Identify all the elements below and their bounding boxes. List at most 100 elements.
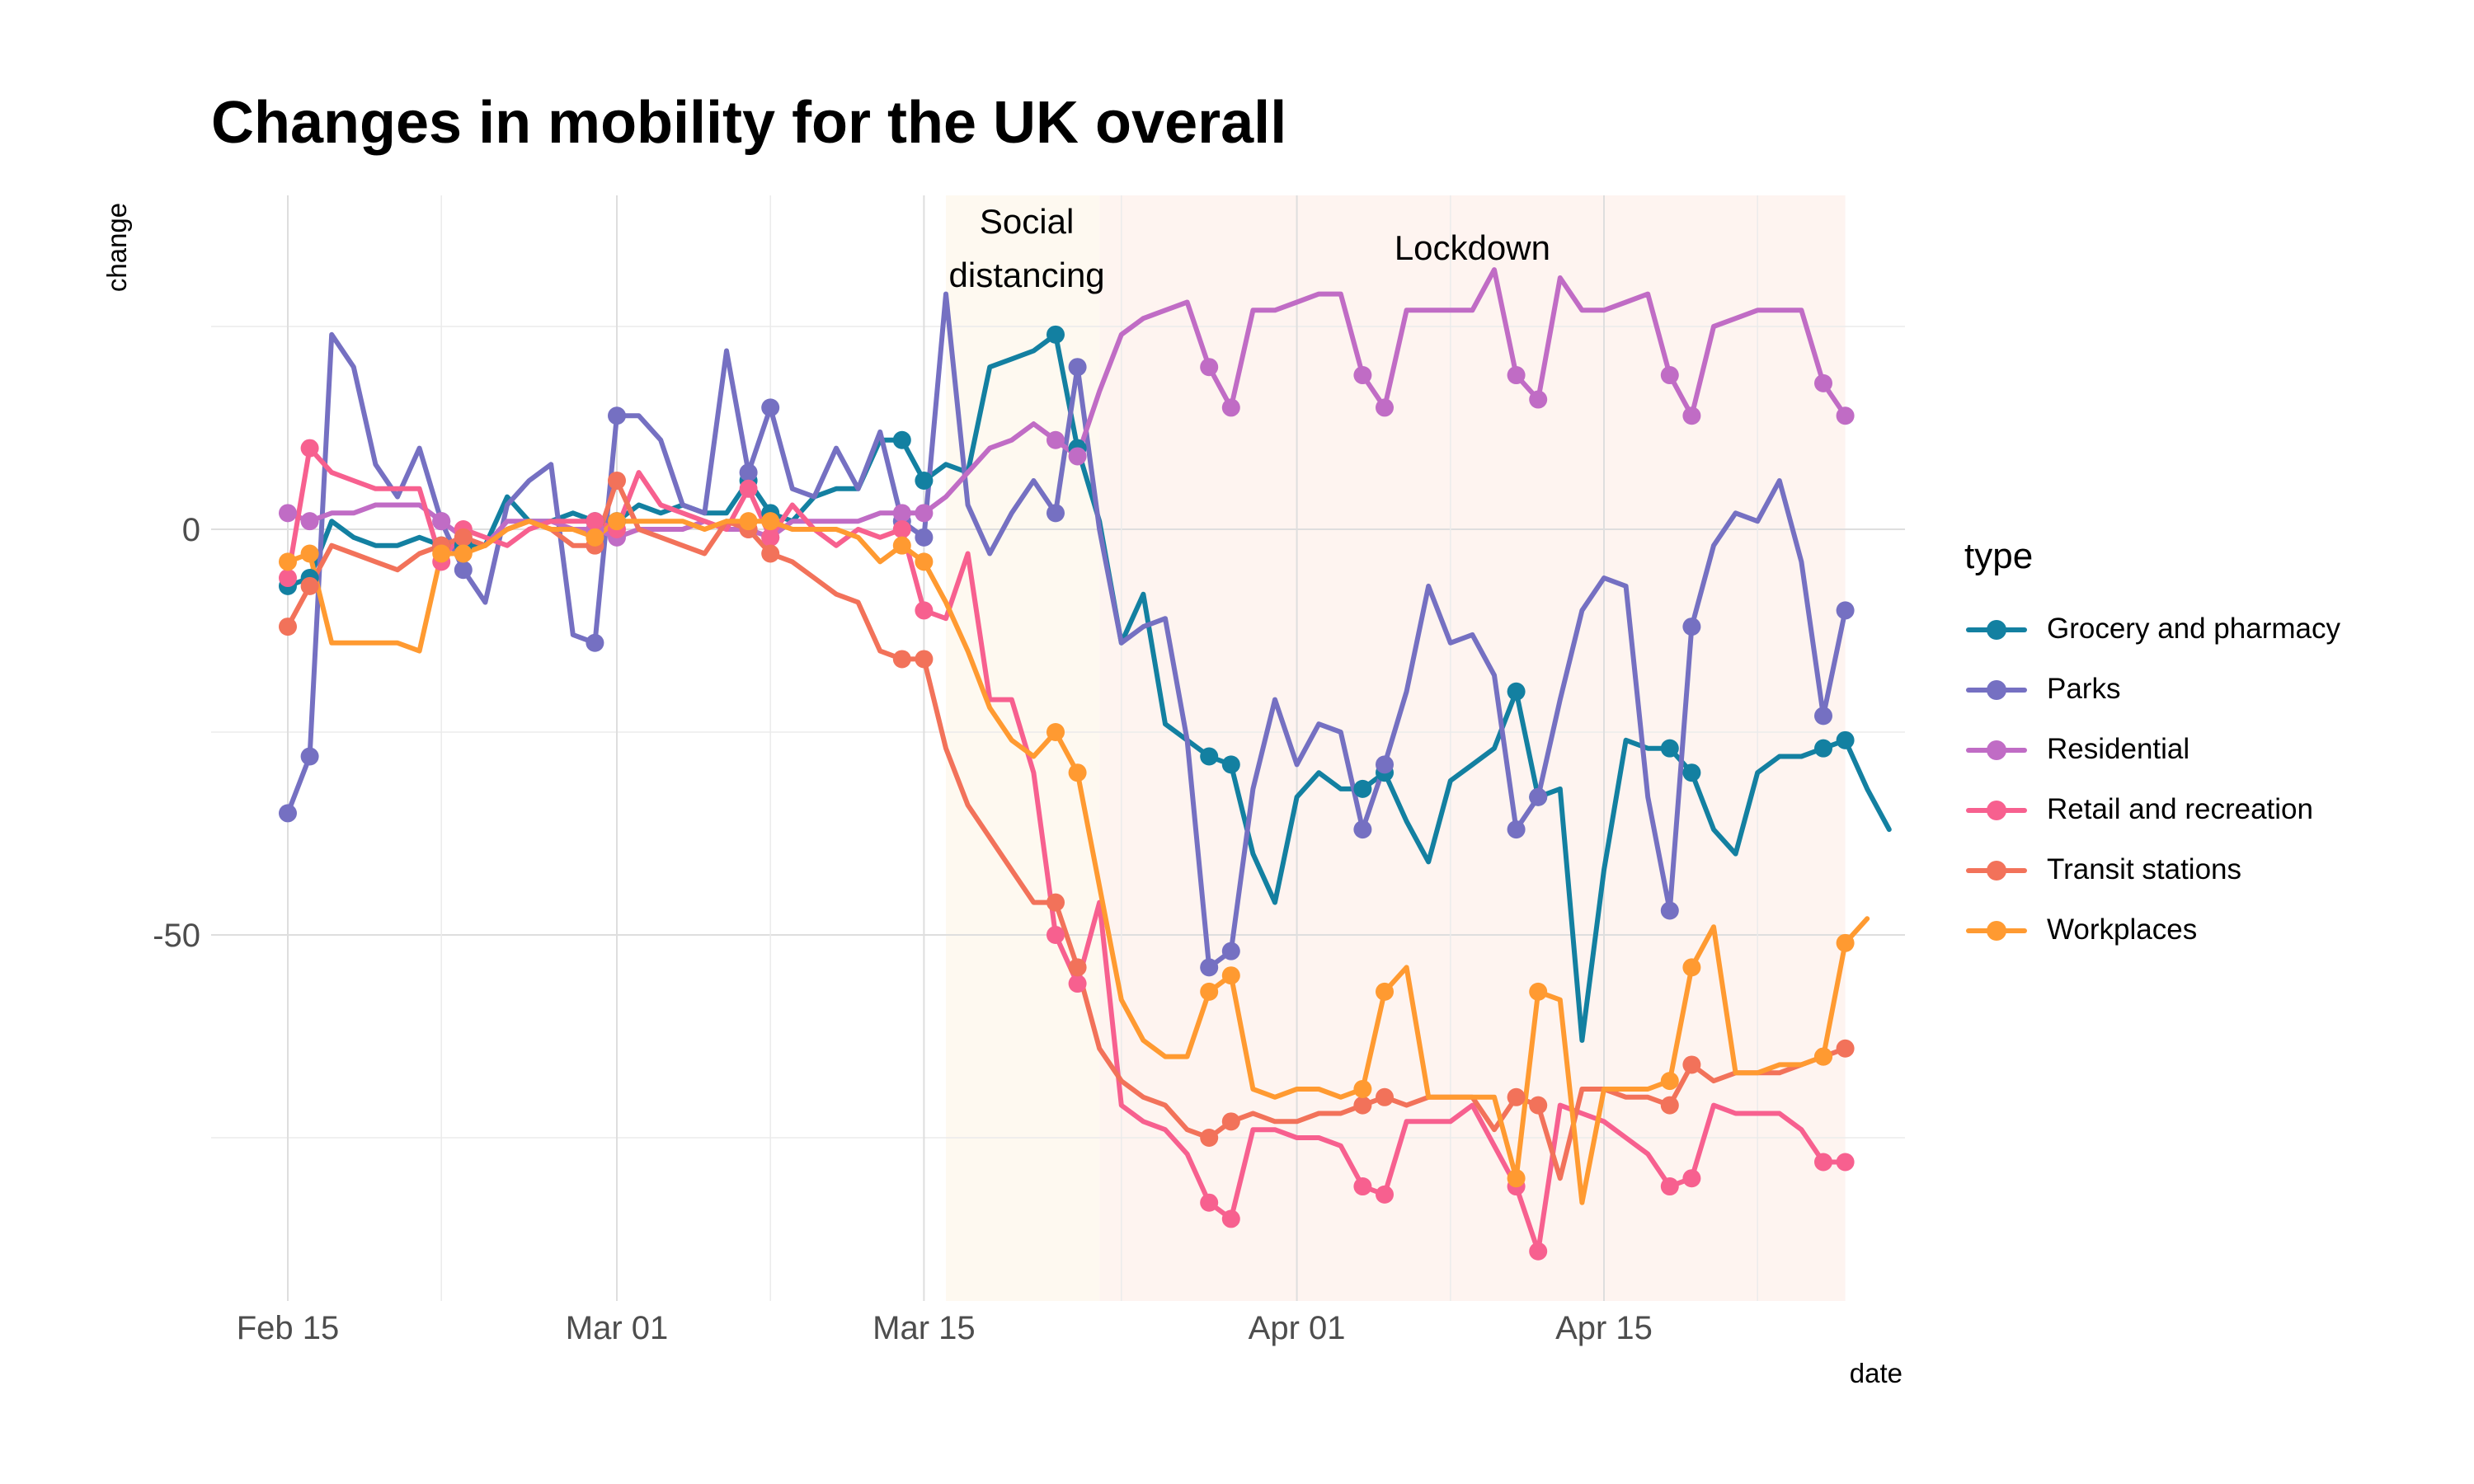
data-point xyxy=(608,512,626,531)
data-point xyxy=(915,601,934,620)
data-point xyxy=(608,471,626,490)
data-point xyxy=(1221,942,1240,960)
data-point xyxy=(761,512,780,531)
data-point xyxy=(1047,723,1065,741)
chart-title: Changes in mobility for the UK overall xyxy=(211,90,1287,156)
data-point xyxy=(586,633,604,652)
data-point xyxy=(1814,1153,1832,1172)
data-point xyxy=(1200,958,1219,977)
data-point xyxy=(586,528,604,547)
data-point xyxy=(1047,504,1065,523)
data-point xyxy=(761,398,780,417)
data-point xyxy=(1376,1087,1394,1106)
data-point xyxy=(915,552,934,571)
x-tick-label: Mar 15 xyxy=(872,1310,976,1346)
series-line xyxy=(285,291,1848,970)
legend-item: Workplaces xyxy=(1963,899,2340,960)
data-point xyxy=(1200,1129,1219,1147)
data-point xyxy=(279,618,297,636)
data-point xyxy=(300,576,319,595)
x-tick-label: Feb 15 xyxy=(237,1310,340,1346)
data-point xyxy=(1047,430,1065,449)
legend-label: Workplaces xyxy=(2047,913,2198,946)
data-point xyxy=(1682,618,1701,636)
data-point xyxy=(1507,1087,1526,1106)
y-tick-label: 0 xyxy=(182,512,200,548)
legend-key xyxy=(1963,800,2030,820)
data-point xyxy=(1836,1039,1855,1058)
data-point xyxy=(892,650,911,669)
legend-label: Residential xyxy=(2047,732,2190,765)
series-line xyxy=(285,445,1848,1254)
data-point xyxy=(1660,1072,1679,1091)
data-point xyxy=(1814,373,1832,392)
data-point xyxy=(915,528,934,547)
data-point xyxy=(1221,1209,1240,1228)
data-point xyxy=(1376,1185,1394,1204)
data-point xyxy=(761,544,780,563)
data-point xyxy=(1529,1096,1548,1115)
period-label: Lockdown xyxy=(1395,228,1550,267)
legend-key xyxy=(1963,860,2030,881)
period-label: distancing xyxy=(949,256,1105,294)
data-point xyxy=(1682,1055,1701,1074)
data-point xyxy=(1529,1242,1548,1261)
data-point xyxy=(1660,1177,1679,1196)
data-point xyxy=(1529,982,1548,1001)
data-point xyxy=(1221,1112,1240,1131)
data-point xyxy=(279,504,297,523)
data-point xyxy=(1660,901,1679,920)
data-point xyxy=(1068,974,1087,993)
legend-label: Parks xyxy=(2047,672,2121,705)
data-point xyxy=(915,650,934,669)
data-point xyxy=(279,552,297,571)
data-point xyxy=(1376,982,1394,1001)
legend-item: Grocery and pharmacy xyxy=(1963,599,2340,659)
legend-key xyxy=(1963,740,2030,760)
data-point xyxy=(1200,982,1219,1001)
data-point xyxy=(739,512,758,531)
data-point xyxy=(1836,601,1855,620)
data-point xyxy=(1529,390,1548,409)
data-point xyxy=(1376,398,1394,417)
data-point xyxy=(1353,1096,1372,1115)
data-point xyxy=(1507,366,1526,385)
data-point xyxy=(300,439,319,458)
data-point xyxy=(1660,366,1679,385)
data-point xyxy=(892,504,911,523)
data-point xyxy=(1507,682,1526,701)
data-point xyxy=(915,471,934,490)
data-point xyxy=(1047,325,1065,344)
data-point xyxy=(1221,398,1240,417)
data-point xyxy=(1221,966,1240,985)
data-point xyxy=(1814,739,1832,758)
data-point xyxy=(1814,707,1832,726)
legend-key xyxy=(1963,679,2030,700)
data-point xyxy=(1836,730,1855,749)
data-point xyxy=(1836,933,1855,952)
data-point xyxy=(739,479,758,498)
data-point xyxy=(739,463,758,482)
y-tick-label: -50 xyxy=(153,918,200,954)
legend-key xyxy=(1963,920,2030,941)
x-axis-label: date xyxy=(1850,1358,1903,1388)
data-point xyxy=(1353,820,1372,839)
data-point xyxy=(1353,1079,1372,1098)
data-point xyxy=(761,528,780,547)
data-point xyxy=(1353,779,1372,798)
data-point xyxy=(1682,1169,1701,1188)
data-point xyxy=(1836,1153,1855,1172)
legend-item: Retail and recreation xyxy=(1963,779,2340,839)
x-tick-label: Mar 01 xyxy=(566,1310,669,1346)
x-tick-label: Apr 01 xyxy=(1249,1310,1346,1346)
legend-key xyxy=(1963,619,2030,640)
data-point xyxy=(432,512,451,531)
data-point xyxy=(586,512,604,531)
data-point xyxy=(915,504,934,523)
data-point xyxy=(1836,406,1855,425)
data-point xyxy=(1660,739,1679,758)
data-point xyxy=(1200,1193,1219,1212)
data-point xyxy=(1682,406,1701,425)
data-point xyxy=(1507,820,1526,839)
